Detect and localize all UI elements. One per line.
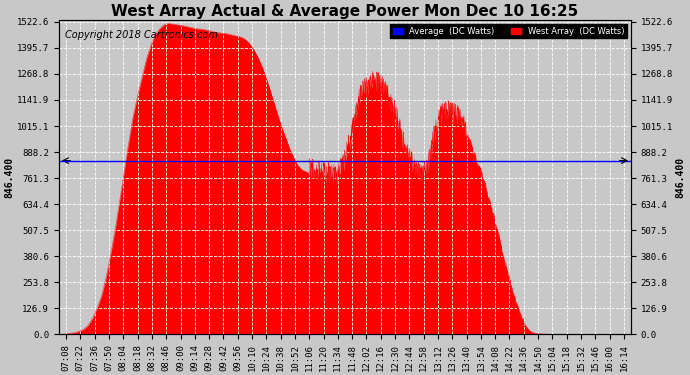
Text: Copyright 2018 Cartronics.com: Copyright 2018 Cartronics.com xyxy=(65,30,217,40)
Y-axis label: 846.400: 846.400 xyxy=(676,157,686,198)
Y-axis label: 846.400: 846.400 xyxy=(4,157,14,198)
Title: West Array Actual & Average Power Mon Dec 10 16:25: West Array Actual & Average Power Mon De… xyxy=(111,4,579,19)
Legend: Average  (DC Watts), West Array  (DC Watts): Average (DC Watts), West Array (DC Watts… xyxy=(390,24,627,39)
